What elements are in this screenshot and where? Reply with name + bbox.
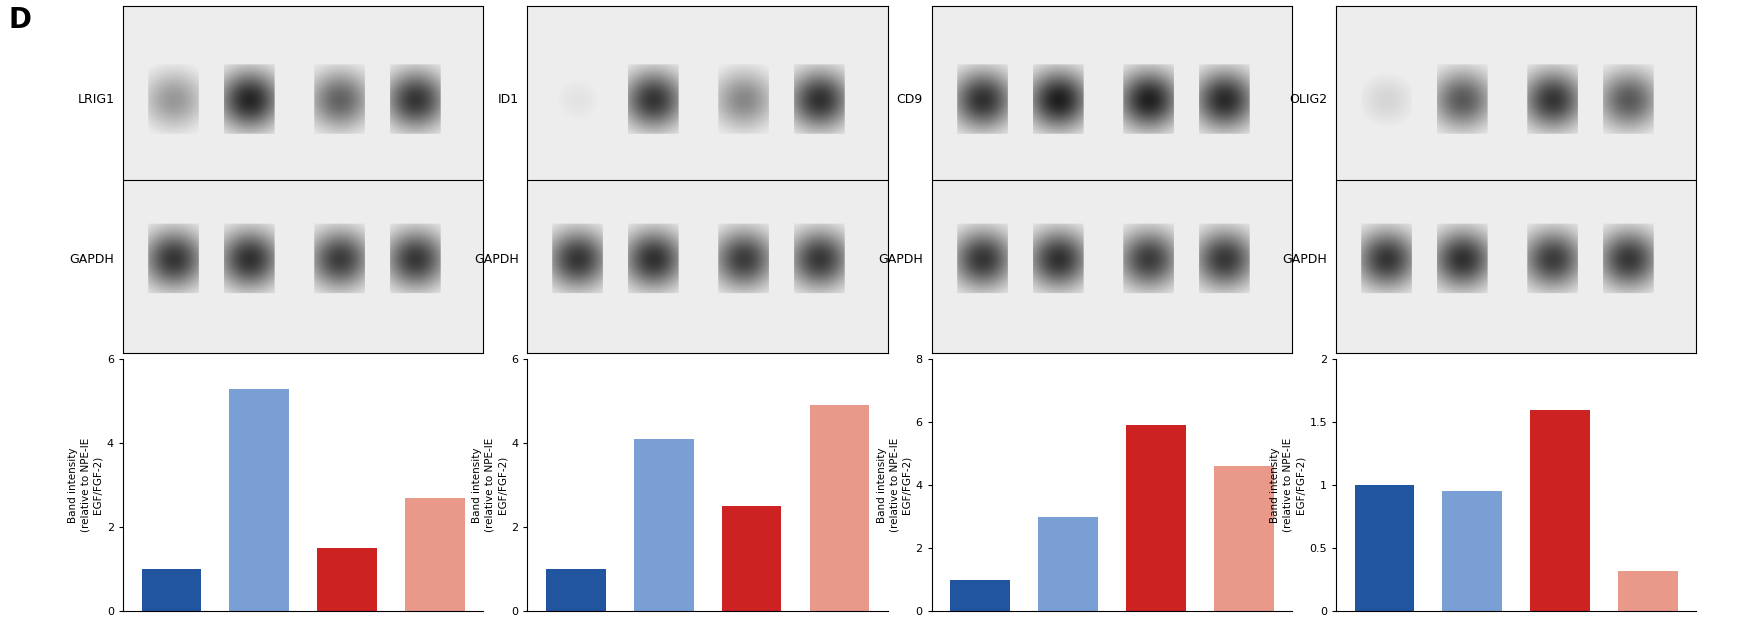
Bar bbox=[142, 569, 202, 611]
Text: GAPDH: GAPDH bbox=[474, 253, 518, 266]
Y-axis label: Band intensity
(relative to NPE-IE
EGF/FGF-2): Band intensity (relative to NPE-IE EGF/F… bbox=[69, 438, 102, 532]
Bar bbox=[1126, 425, 1186, 611]
Y-axis label: Band intensity
(relative to NPE-IE
EGF/FGF-2): Band intensity (relative to NPE-IE EGF/F… bbox=[1270, 438, 1304, 532]
Bar bbox=[545, 569, 604, 611]
Bar bbox=[1037, 517, 1096, 611]
Bar bbox=[1441, 491, 1500, 611]
Bar bbox=[1618, 571, 1678, 611]
Bar bbox=[1355, 485, 1414, 611]
Text: ID1: ID1 bbox=[497, 93, 518, 106]
Bar bbox=[720, 506, 780, 611]
Text: GAPDH: GAPDH bbox=[878, 253, 922, 266]
Bar bbox=[633, 439, 692, 611]
Y-axis label: Band intensity
(relative to NPE-IE
EGF/FGF-2): Band intensity (relative to NPE-IE EGF/F… bbox=[473, 438, 506, 532]
Bar bbox=[808, 405, 870, 611]
Bar bbox=[316, 548, 376, 611]
Text: GAPDH: GAPDH bbox=[70, 253, 114, 266]
Bar bbox=[1529, 410, 1590, 611]
Bar bbox=[228, 389, 288, 611]
Text: CD9: CD9 bbox=[896, 93, 922, 106]
Bar bbox=[404, 498, 464, 611]
Bar bbox=[951, 580, 1010, 611]
Text: GAPDH: GAPDH bbox=[1283, 253, 1327, 266]
Text: LRIG1: LRIG1 bbox=[77, 93, 114, 106]
Bar bbox=[1212, 466, 1272, 611]
Text: OLIG2: OLIG2 bbox=[1288, 93, 1327, 106]
Text: D: D bbox=[9, 6, 32, 34]
Y-axis label: Band intensity
(relative to NPE-IE
EGF/FGF-2): Band intensity (relative to NPE-IE EGF/F… bbox=[877, 438, 910, 532]
